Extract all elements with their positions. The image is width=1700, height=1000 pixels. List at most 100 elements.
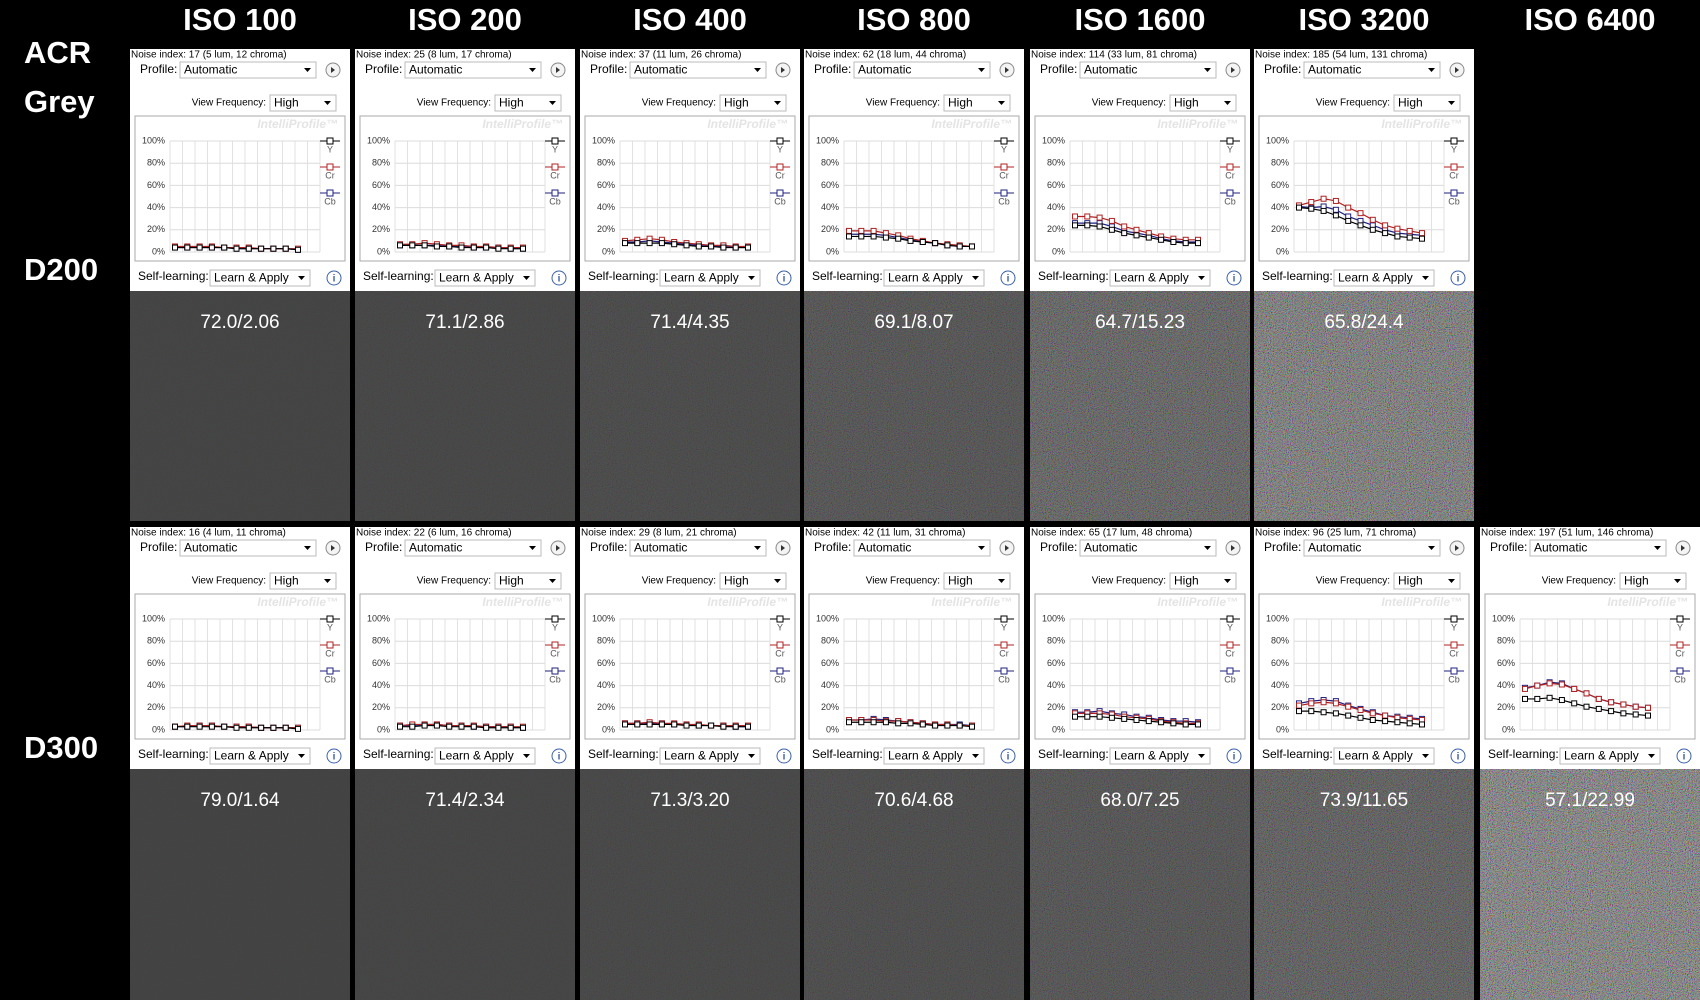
y-tick-label: 0% xyxy=(1276,246,1289,256)
dropdown-arrow xyxy=(1198,754,1205,758)
series-point xyxy=(1096,713,1103,720)
profile-label: Profile: xyxy=(140,62,177,76)
y-tick-label: 20% xyxy=(147,224,165,234)
info-button xyxy=(1450,748,1466,764)
legend-label: Cb xyxy=(324,674,336,684)
series-point xyxy=(1632,711,1639,718)
series-point xyxy=(1332,212,1339,219)
noise-texture xyxy=(355,291,575,521)
self-learning-label: Self-learning: xyxy=(363,747,434,761)
legend-label: Cr xyxy=(1675,648,1685,658)
dropdown xyxy=(1109,747,1211,765)
dropdown-value: Learn & Apply xyxy=(214,271,289,285)
dropdown-arrow xyxy=(748,754,755,758)
watermark: IntelliProfile™ xyxy=(1607,595,1688,609)
series-point xyxy=(858,227,865,234)
y-tick-label: 80% xyxy=(597,636,615,646)
dropdown-arrow xyxy=(978,68,985,72)
series-point xyxy=(622,240,628,247)
legend-marker xyxy=(776,137,784,145)
dropdown-arrow xyxy=(1204,68,1211,72)
y-tick-label: 0% xyxy=(152,724,165,734)
legend-label: Cr xyxy=(1449,170,1459,180)
noise-texture xyxy=(1030,291,1250,521)
profile-label: Profile: xyxy=(1264,62,1301,76)
watermark: IntelliProfile™ xyxy=(1381,117,1462,131)
series-point xyxy=(907,720,914,727)
series-point xyxy=(1534,682,1541,689)
series-point xyxy=(1296,708,1302,715)
y-tick-label: 0% xyxy=(377,724,390,734)
series-point xyxy=(1522,685,1528,692)
y-tick-label: 100% xyxy=(816,135,839,145)
dropdown-arrow xyxy=(549,101,556,105)
series-point xyxy=(409,242,416,249)
panel: Noise index: 17 (5 lum, 12 chroma)Profil… xyxy=(130,49,350,291)
series-point xyxy=(258,245,265,252)
profile-button-arrow xyxy=(1681,545,1685,551)
info-button xyxy=(1676,748,1692,764)
self-learning-label: Self-learning: xyxy=(588,269,659,283)
dropdown xyxy=(1559,747,1661,765)
y-tick-label: 100% xyxy=(1266,613,1289,623)
profile-label: Profile: xyxy=(365,540,402,554)
legend-label: Cb xyxy=(549,196,561,206)
dropdown-arrow xyxy=(754,546,761,550)
self-learning-label: Self-learning: xyxy=(1262,747,1333,761)
column-header: ISO 800 xyxy=(857,2,971,37)
noise-texture xyxy=(1030,769,1250,1000)
series-point xyxy=(1382,712,1389,719)
dropdown-arrow xyxy=(748,276,755,280)
dropdown-arrow xyxy=(1428,546,1435,550)
panel: Noise index: 25 (8 lum, 17 chroma)Profil… xyxy=(355,49,575,291)
series-point xyxy=(1534,695,1541,702)
legend-marker xyxy=(551,189,559,197)
info-icon: i xyxy=(1007,274,1010,285)
y-tick-label: 0% xyxy=(826,724,839,734)
y-tick-label: 60% xyxy=(1271,658,1289,668)
dropdown-value: Learn & Apply xyxy=(1114,749,1189,763)
series-point xyxy=(1195,721,1201,728)
series-point xyxy=(1096,214,1103,221)
series-point xyxy=(1345,703,1352,710)
series-point xyxy=(520,724,526,731)
dropdown-arrow xyxy=(998,101,1005,105)
y-tick-label: 40% xyxy=(1271,680,1289,690)
profile-label: Profile: xyxy=(1264,540,1301,554)
noise-texture xyxy=(580,291,800,521)
y-tick-label: 20% xyxy=(372,702,390,712)
result-label: 73.9/11.65 xyxy=(1320,790,1408,811)
noise-texture xyxy=(1254,769,1474,1000)
y-tick-label: 40% xyxy=(821,202,839,212)
dropdown xyxy=(1079,61,1217,79)
chart-frame xyxy=(359,593,571,740)
column-header: ISO 1600 xyxy=(1075,2,1206,37)
series-point xyxy=(1394,233,1401,240)
dropdown xyxy=(1333,747,1435,765)
y-tick-label: 0% xyxy=(602,724,615,734)
dropdown-arrow xyxy=(1224,579,1231,583)
legend-marker xyxy=(1450,615,1458,623)
profile-button-arrow xyxy=(331,67,335,73)
legend-label: Cb xyxy=(324,196,336,206)
dropdown xyxy=(1393,572,1461,590)
series-point xyxy=(944,242,951,249)
series-point xyxy=(483,724,490,731)
series-point xyxy=(634,721,641,728)
series-point xyxy=(646,240,653,247)
series-point xyxy=(245,724,252,731)
series-point xyxy=(233,245,240,252)
legend-marker xyxy=(776,667,784,675)
dropdown-arrow xyxy=(1448,101,1455,105)
dropdown xyxy=(1619,572,1687,590)
info-button xyxy=(326,270,342,286)
dropdown-value: Automatic xyxy=(1308,541,1361,555)
series-point xyxy=(1369,226,1376,233)
legend-label: Y xyxy=(1001,144,1007,154)
series-point xyxy=(1308,708,1315,715)
dropdown-value: Learn & Apply xyxy=(1338,271,1413,285)
series-point xyxy=(1419,230,1425,237)
legend-marker xyxy=(1226,163,1234,171)
y-tick-label: 100% xyxy=(816,613,839,623)
profile-label: Profile: xyxy=(140,540,177,554)
